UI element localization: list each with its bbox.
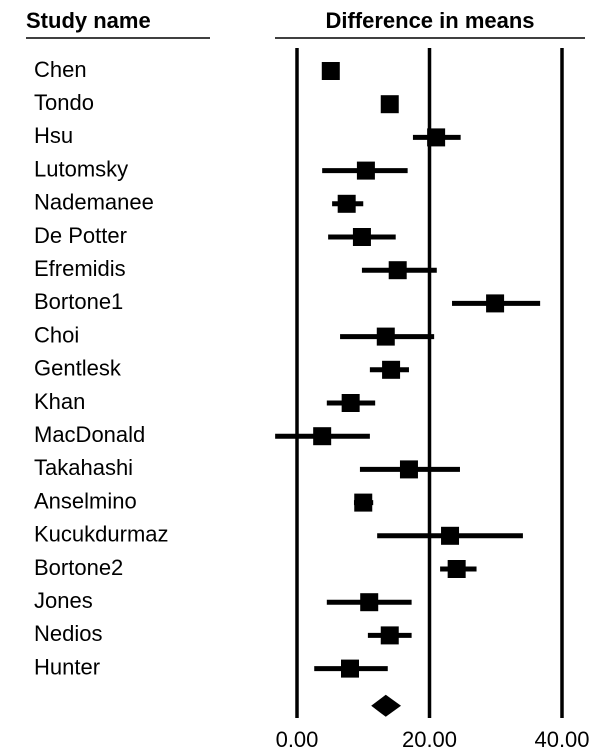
point-estimate [447,560,466,578]
point-estimate [427,128,446,147]
point-estimate [360,593,379,612]
point-estimate [388,261,407,280]
x-tick-label: 40.00 [534,727,589,752]
study-label: Hsu [34,123,73,148]
point-estimate [352,228,371,246]
point-estimate [341,659,359,678]
study-label: Chen [34,57,87,82]
study-label: Bortone2 [34,555,123,580]
study-label: Efremidis [34,256,126,281]
point-estimate [486,294,505,313]
study-label: Nademanee [34,190,154,215]
point-estimate [382,360,401,379]
point-estimate [380,95,399,114]
label-header: Study name [26,8,151,33]
study-label: Takahashi [34,455,133,480]
study-label: Lutomsky [34,156,128,181]
study-label: Bortone1 [34,289,123,314]
summary-diamond [371,694,402,717]
study-label: Kucukdurmaz [34,522,169,547]
point-estimate [380,626,399,645]
study-label: Anselmino [34,488,137,513]
x-tick-label: 20.00 [402,727,457,752]
study-label: Hunter [34,654,100,679]
point-estimate [321,62,340,80]
point-estimate [399,460,418,479]
point-estimate [337,194,356,213]
x-tick-label: 0.00 [276,727,319,752]
study-label: Gentlesk [34,356,122,381]
point-estimate [341,394,360,412]
study-label: Khan [34,389,85,414]
study-label: De Potter [34,223,127,248]
study-label: Tondo [34,90,94,115]
point-estimate [441,526,460,545]
study-label: Choi [34,322,79,347]
point-estimate [354,493,373,512]
point-estimate [313,427,332,446]
study-label: Nedios [34,621,102,646]
x-axis-title: Difference in means [325,8,534,33]
study-label: MacDonald [34,422,145,447]
study-label: Jones [34,588,93,613]
point-estimate [356,161,375,180]
point-estimate [376,327,395,346]
